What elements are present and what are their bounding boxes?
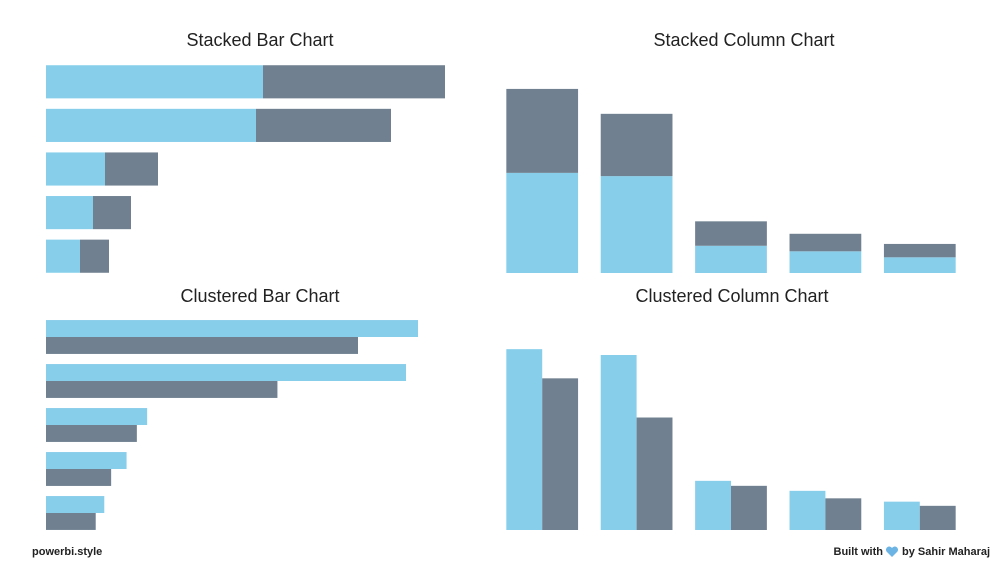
bar-segment (80, 239, 109, 273)
column (789, 490, 826, 530)
bar (46, 469, 112, 486)
bar (46, 496, 105, 513)
chart-title: Clustered Bar Chart (180, 286, 339, 306)
column-segment (506, 88, 579, 173)
column-segment (506, 172, 579, 273)
column-segment (883, 257, 956, 273)
column (636, 417, 673, 530)
column-segment (695, 221, 767, 246)
chart-title: Clustered Column Chart (635, 286, 828, 306)
column-segment (883, 243, 956, 258)
column-segment (600, 113, 673, 177)
bar-segment (256, 108, 391, 142)
bar (46, 452, 127, 469)
chart-title: Stacked Bar Chart (186, 30, 333, 50)
column-segment (789, 233, 862, 252)
column (825, 498, 862, 530)
column-segment (600, 176, 673, 273)
footer-site: powerbi.style (32, 546, 102, 558)
column-segment (695, 245, 767, 273)
bar (46, 364, 406, 381)
column (695, 480, 731, 530)
bar-segment (46, 108, 256, 142)
bar (46, 337, 358, 354)
footer-author: by Sahir Maharaj (902, 546, 990, 558)
heart-icon (885, 546, 899, 557)
column (600, 355, 637, 530)
bar-segment (46, 152, 105, 186)
bar-segment (93, 196, 131, 230)
bar-segment (46, 65, 263, 99)
bar (46, 408, 148, 425)
column (542, 378, 579, 530)
bar-segment (263, 65, 445, 99)
column-segment (789, 251, 862, 273)
column (919, 505, 956, 530)
column (506, 349, 543, 530)
bar (46, 513, 96, 530)
bar (46, 320, 418, 337)
bar-segment (105, 152, 158, 186)
footer-built-with: Built with (834, 546, 884, 558)
column (731, 485, 767, 530)
column (883, 501, 920, 530)
bar (46, 425, 137, 442)
chart-title: Stacked Column Chart (653, 30, 834, 50)
bar-segment (46, 196, 93, 230)
bar (46, 381, 278, 398)
bar-segment (46, 239, 80, 273)
